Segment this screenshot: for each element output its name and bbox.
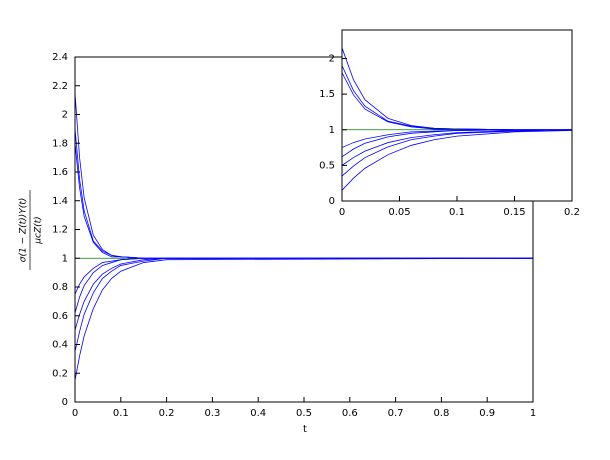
x-axis-label: t	[303, 424, 307, 435]
x-tick-label: 0.5	[296, 408, 312, 419]
plot-background	[342, 30, 572, 201]
y-tick-label: 0.8	[52, 282, 68, 293]
y-tick-label: 1	[62, 253, 68, 264]
x-tick-label: 0.05	[388, 207, 410, 218]
y-label-denominator: μcZ(t)	[34, 216, 44, 244]
y-tick-label: 2.4	[52, 52, 68, 63]
x-tick-label: 0.7	[388, 408, 404, 419]
y-tick-label: 1.5	[319, 89, 335, 100]
x-tick-label: 0.6	[342, 408, 358, 419]
x-tick-label: 0.8	[433, 408, 449, 419]
y-tick-label: 0.5	[319, 160, 335, 171]
y-tick-label: 0	[62, 397, 68, 408]
data-line	[74, 257, 533, 331]
data-line	[341, 129, 572, 158]
x-tick-label: 0.15	[503, 207, 525, 218]
inset-plot: 0 0.05 0.1 0.15 0.2 0 0.5 1 1.5 2	[319, 29, 580, 218]
y-tick-label: 1.8	[52, 138, 68, 149]
data-line	[74, 257, 533, 313]
y-tick-label: 2.2	[52, 81, 68, 92]
y-tick-label: 0.4	[52, 340, 68, 351]
data-line	[341, 129, 573, 166]
y-tick-label: 0.6	[52, 311, 68, 322]
data-line	[341, 129, 573, 177]
y-tick-label: 1.4	[52, 196, 68, 207]
x-tick-label: 0.1	[449, 207, 465, 218]
data-line	[341, 72, 572, 131]
x-tick-label: 0.1	[113, 408, 129, 419]
data-line	[74, 257, 534, 381]
x-tick-label: 1	[530, 408, 536, 419]
y-tick-label: 0.2	[52, 368, 68, 379]
x-tick-label: 0.9	[479, 408, 495, 419]
x-tick-label: 0.3	[204, 408, 220, 419]
y-label-numerator: σ(1 − Z(t))Y(t)	[19, 198, 29, 262]
x-tick-label: 0.4	[250, 408, 266, 419]
x-tick-label: 0	[72, 408, 78, 419]
y-tick-label: 1	[329, 125, 335, 136]
y-tick-label: 0	[329, 196, 335, 207]
y-tick-label: 1.2	[52, 225, 68, 236]
x-tick-label: 0	[339, 207, 345, 218]
y-tick-label: 2	[62, 110, 68, 121]
y-tick-label: 1.6	[52, 167, 68, 178]
x-tick-label: 0.2	[159, 408, 175, 419]
data-line	[341, 130, 573, 191]
y-tick-label: 2	[329, 54, 335, 65]
x-tick-label: 0.2	[564, 207, 580, 218]
y-axis-label: σ(1 − Z(t))Y(t) μcZ(t)	[19, 190, 44, 270]
data-line	[74, 257, 533, 352]
